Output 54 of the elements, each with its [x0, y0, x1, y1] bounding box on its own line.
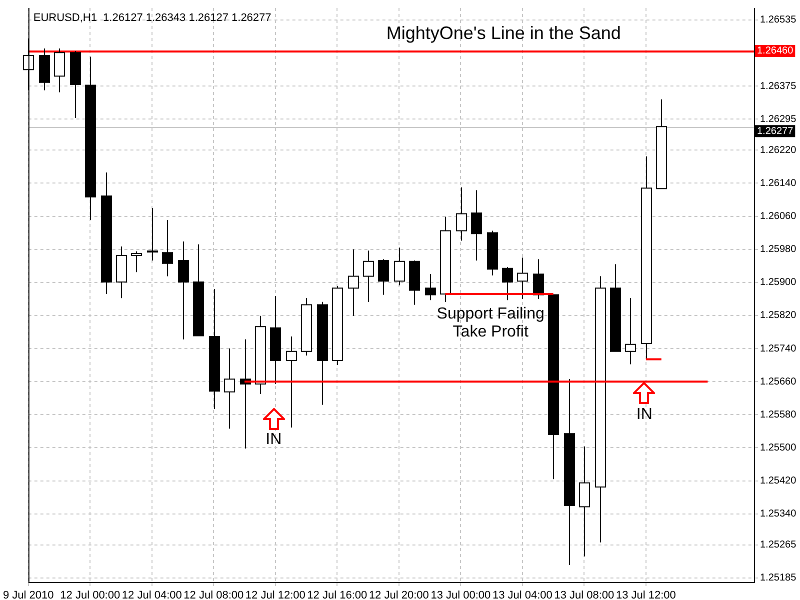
y-tick-label: 1.25580 — [760, 409, 797, 420]
x-tick-label: 13 Jul 00:00 — [430, 590, 491, 600]
y-tick-label: 1.26295 — [760, 114, 797, 125]
candlestick — [54, 48, 66, 93]
x-tick-label: 12 Jul 12:00 — [245, 590, 306, 600]
y-tick-label: 1.25185 — [760, 572, 797, 584]
ref-line-label: 1.26277 — [757, 126, 794, 137]
x-tick-label: 9 Jul 2010 — [3, 590, 54, 600]
y-tick-label: 1.25500 — [760, 442, 797, 454]
x-tick-label: 12 Jul 04:00 — [122, 590, 182, 600]
candlestick — [178, 240, 190, 340]
y-tick-label: 1.25265 — [760, 540, 797, 551]
ref-line-label: 1.26460 — [757, 46, 794, 57]
candlestick — [578, 446, 590, 557]
candlestick — [424, 274, 436, 301]
annotation: IN — [266, 431, 282, 448]
candlestick — [362, 250, 374, 302]
candlestick — [624, 298, 636, 365]
y-tick-label: 1.25340 — [760, 508, 797, 520]
candlestick — [456, 186, 468, 242]
candlestick — [224, 348, 236, 430]
x-tick-label: 13 Jul 08:00 — [554, 590, 614, 600]
candlestick — [162, 219, 174, 277]
candlestick — [502, 266, 514, 301]
y-tick-label: 1.25820 — [760, 310, 797, 322]
candlestick — [348, 248, 360, 316]
y-tick-label: 1.26220 — [760, 144, 797, 156]
y-tick-label: 1.25660 — [760, 376, 797, 388]
y-tick-label: 1.25740 — [760, 343, 797, 354]
candlestick — [470, 190, 482, 261]
x-tick-label: 13 Jul 12:00 — [616, 590, 676, 600]
annotation: Support Failing Take Profit — [436, 305, 544, 340]
candlestick — [286, 336, 298, 428]
y-tick-label: 1.25420 — [760, 476, 797, 487]
y-tick-label: 1.26060 — [760, 211, 797, 222]
x-tick-label: 12 Jul 20:00 — [368, 590, 429, 600]
y-tick-label: 1.25900 — [760, 277, 797, 288]
y-tick-label: 1.26375 — [760, 80, 797, 92]
candlestick — [532, 258, 544, 300]
x-tick-label: 13 Jul 04:00 — [492, 590, 552, 600]
annotation: IN — [636, 406, 652, 423]
candlestick — [130, 250, 142, 273]
x-tick-label: 12 Jul 16:00 — [307, 590, 368, 600]
y-tick-label: 1.25980 — [760, 244, 797, 256]
x-tick-label: 12 Jul 00:00 — [60, 590, 120, 600]
y-tick-label: 1.26140 — [760, 178, 797, 189]
candlestick — [378, 258, 390, 296]
chart-subtitle: EURUSD,H1 1.26127 1.26343 1.26127 1.26277 — [33, 12, 272, 24]
candlestick — [146, 208, 158, 261]
candlestick — [516, 257, 528, 300]
x-tick-label: 12 Jul 08:00 — [184, 590, 244, 600]
y-tick-label: 1.26535 — [760, 14, 797, 26]
candlestick — [394, 247, 406, 286]
text: MightyOne's Line in the Sand — [386, 22, 621, 43]
